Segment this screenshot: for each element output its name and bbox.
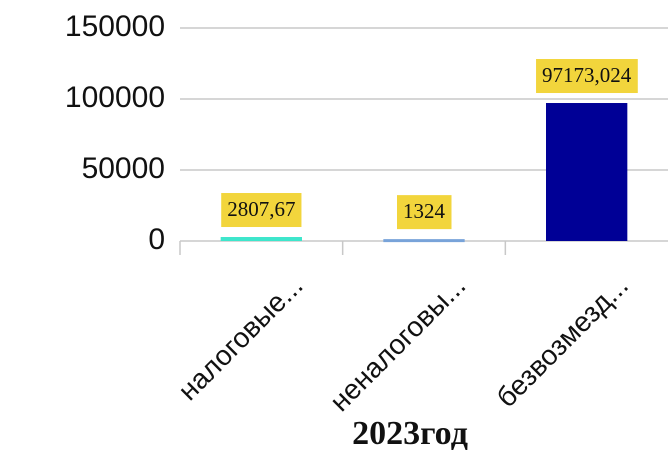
data-label-text: 97173,024 [542,63,632,87]
y-tick-label: 50000 [82,152,165,185]
data-label-background [536,59,638,94]
y-tick-label: 150000 [65,10,165,43]
x-tick-label: налоговые... [172,270,309,407]
data-label: 1324 [397,195,452,230]
data-label: 97173,024 [536,59,638,94]
bar [546,103,628,241]
data-label-background [221,193,302,228]
data-label-background [397,195,452,230]
x-tick-label: неналоговы... [324,270,472,418]
data-label: 2807,67 [221,193,302,228]
bar [383,239,465,243]
x-tick-label: безвозмезд... [490,270,634,414]
y-tick-label: 100000 [65,81,165,114]
x-axis-title: 2023год [352,415,468,452]
data-label-text: 1324 [403,199,446,223]
bar [220,237,302,241]
data-label-text: 2807,67 [227,197,295,221]
y-tick-label: 0 [148,223,165,256]
